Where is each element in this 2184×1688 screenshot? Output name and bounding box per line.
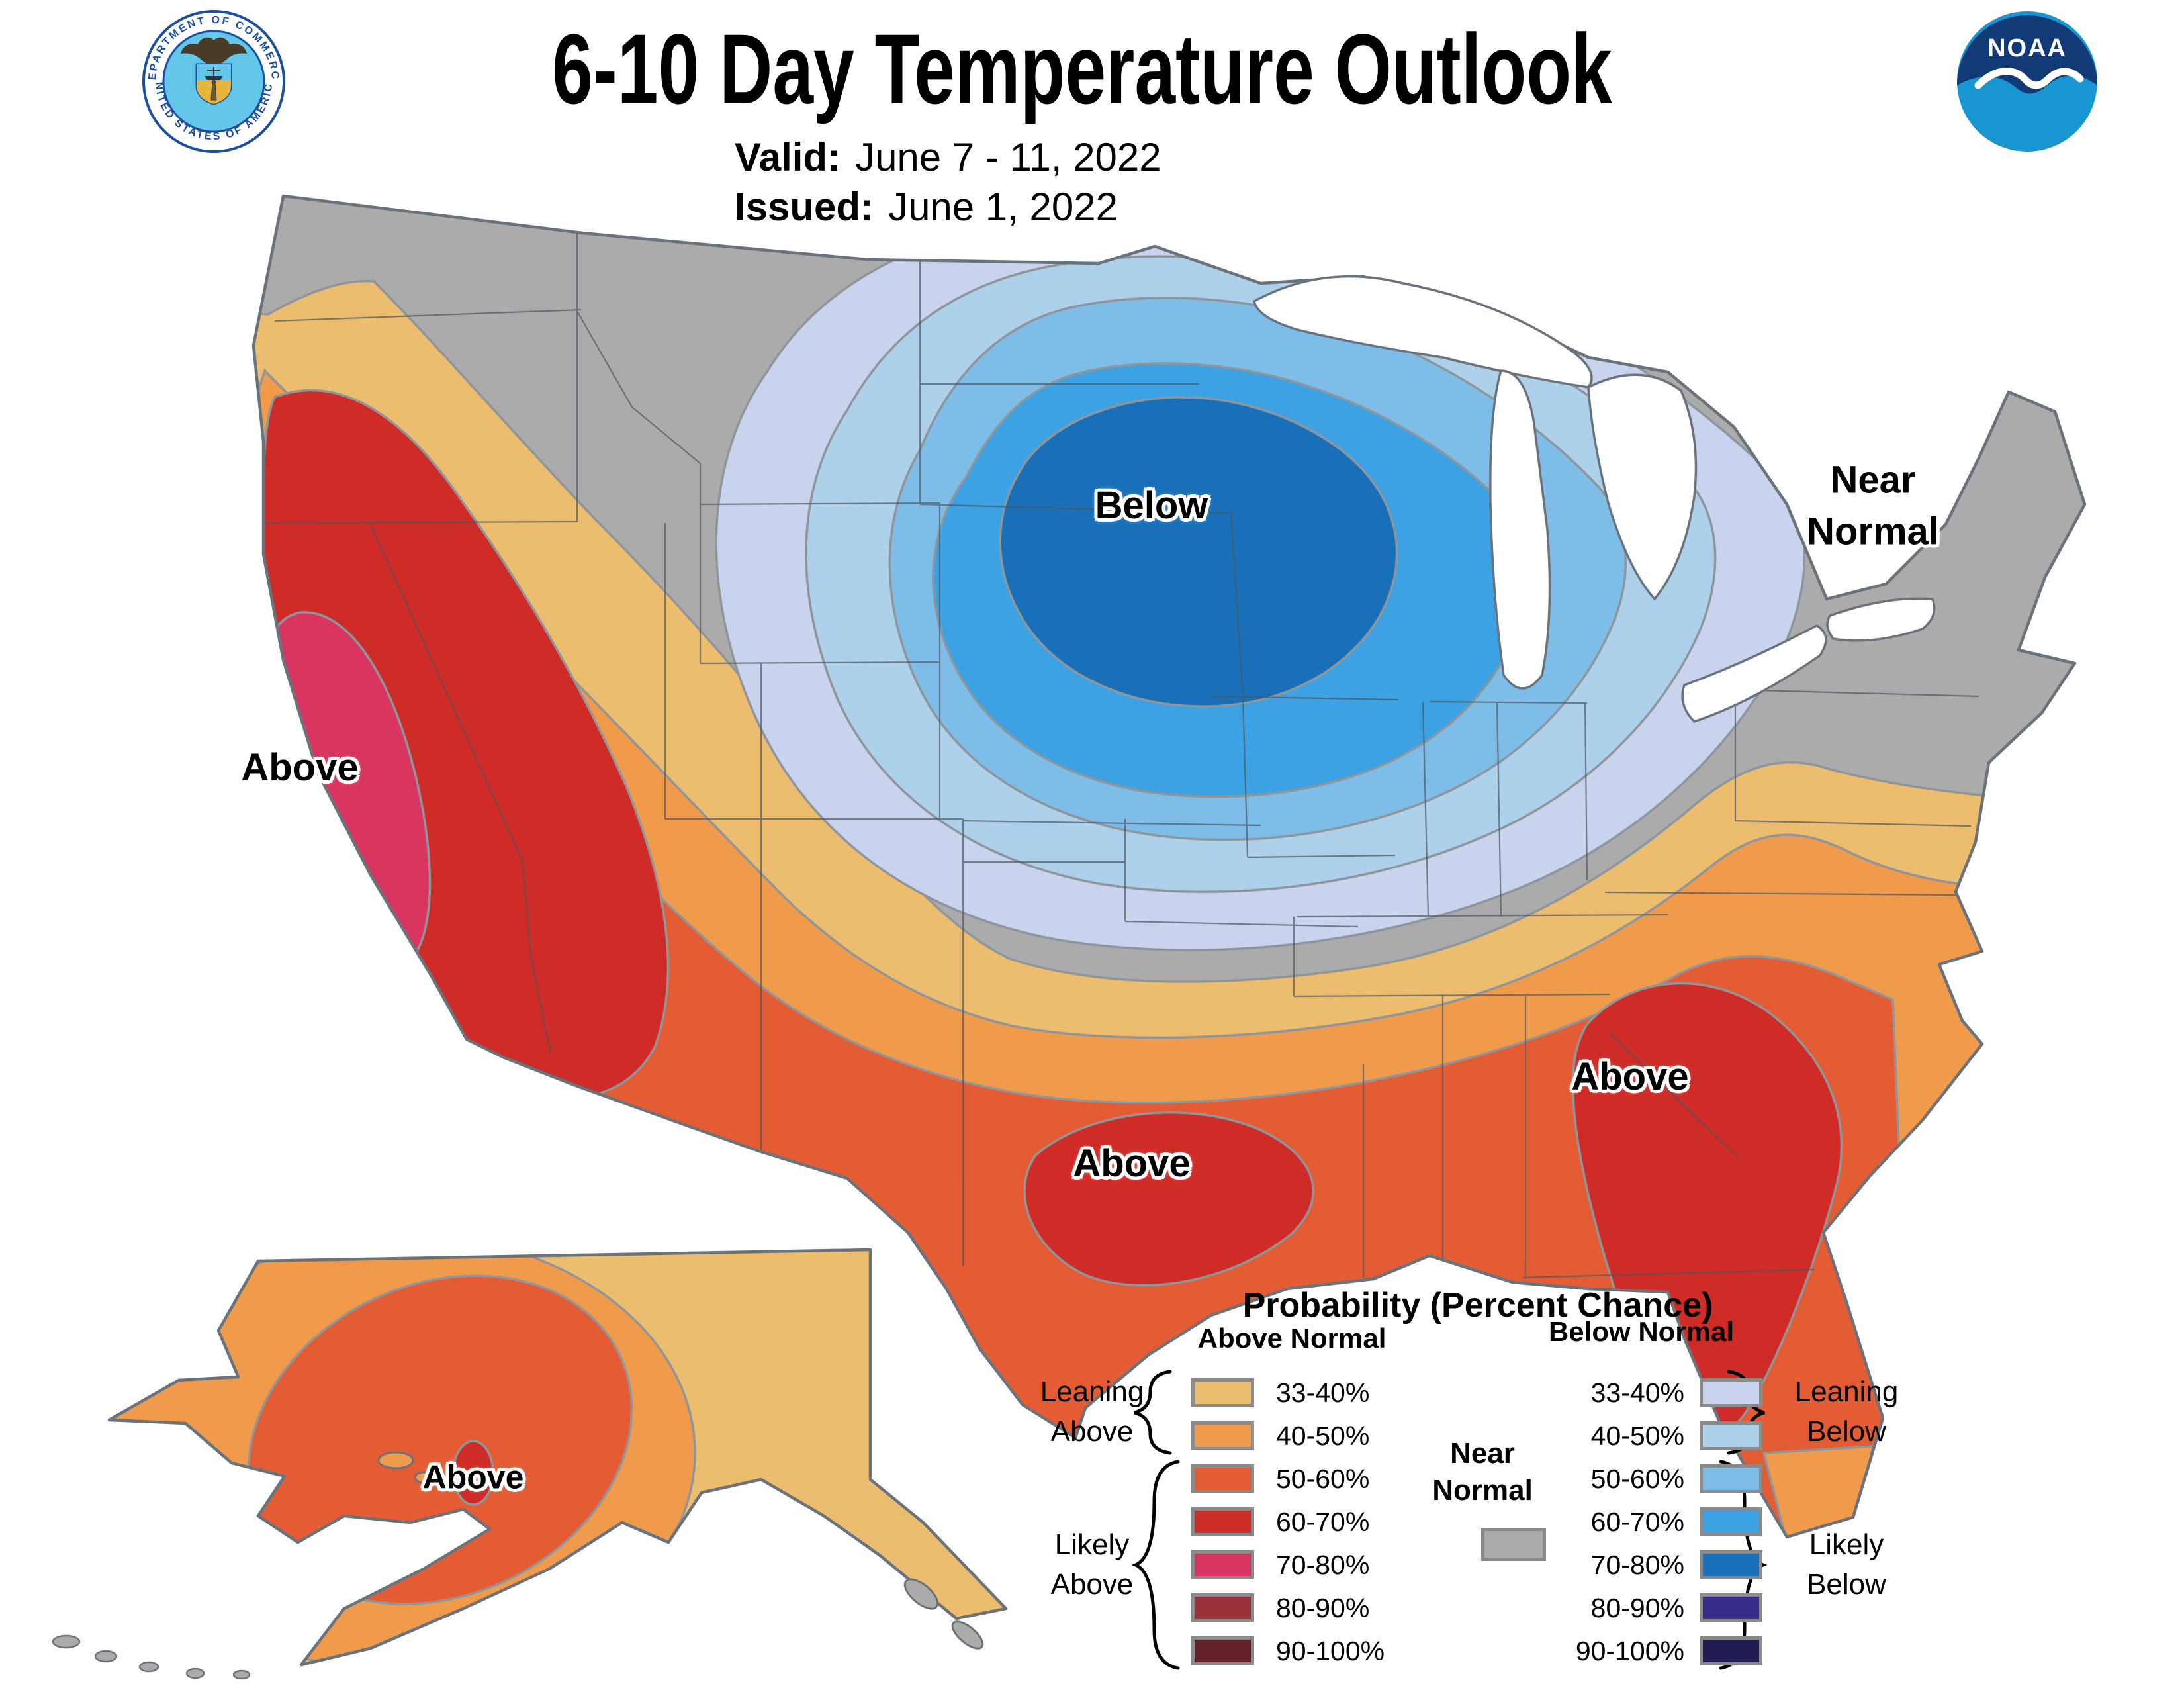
likely-below-label: Likely Below xyxy=(1807,1525,1886,1605)
above-label-50-60: 50-60% xyxy=(1276,1464,1370,1494)
above-label-80-90: 80-90% xyxy=(1276,1593,1370,1623)
lake-superior xyxy=(1253,275,1593,389)
legend-near-normal-label: Near Normal xyxy=(1432,1435,1533,1509)
below-swatch-50-60 xyxy=(1700,1464,1762,1493)
legend-heading: Probability (Percent Chance) xyxy=(1242,1286,1713,1325)
near-normal-legend-line2: Normal xyxy=(1432,1474,1533,1507)
issued-value: June 1, 2022 xyxy=(888,185,1118,229)
alaska-map xyxy=(52,1248,1008,1680)
map-label-above-west: Above xyxy=(241,745,359,789)
issued-date-row: Issued: June 1, 2022 xyxy=(735,184,1118,230)
great-lakes xyxy=(1253,275,1936,724)
above-swatch-60-70 xyxy=(1191,1507,1254,1536)
likely-above-line1: Likely xyxy=(1054,1528,1130,1561)
map-label-near-normal-northeast: Near Normal xyxy=(1807,455,1939,559)
above-swatch-70-80 xyxy=(1191,1550,1254,1579)
likely-above-label: Likely Above xyxy=(1051,1525,1134,1605)
map-label-below-midwest: Below xyxy=(1095,483,1208,527)
below-label-40-50: 40-50% xyxy=(1590,1421,1684,1451)
above-label-40-50: 40-50% xyxy=(1276,1421,1370,1451)
near-normal-line2: Normal xyxy=(1807,510,1939,553)
alaska-islands xyxy=(52,1451,984,1680)
above-label-90-100: 90-100% xyxy=(1276,1636,1385,1666)
above-swatch-40-50 xyxy=(1191,1421,1254,1450)
alaska-above-60-70-spot xyxy=(452,1440,494,1506)
leaning-above-line1: Leaning xyxy=(1040,1376,1144,1408)
issued-label: Issued: xyxy=(735,185,874,229)
lighthouse-icon xyxy=(210,77,217,101)
near-normal-swatch xyxy=(1481,1528,1546,1561)
below-label-90-100: 90-100% xyxy=(1575,1636,1684,1666)
above-label-60-70: 60-70% xyxy=(1276,1507,1370,1537)
below-swatch-60-70 xyxy=(1700,1507,1762,1536)
below-swatch-33-40 xyxy=(1700,1378,1762,1407)
commerce-seal-logo: DEPARTMENT OF COMMERCE UNITED STATES OF … xyxy=(142,10,285,153)
conus-outline xyxy=(251,194,2087,1539)
ship-icon xyxy=(205,67,223,80)
lake-erie xyxy=(1681,624,1827,724)
above-60-70-texas-region xyxy=(1023,1111,1315,1287)
map-label-above-texas: Above xyxy=(1073,1141,1191,1185)
likely-above-line2: Above xyxy=(1050,1568,1134,1601)
likely-below-line2: Below xyxy=(1807,1568,1886,1601)
above-swatch-50-60 xyxy=(1191,1464,1254,1493)
lake-ontario xyxy=(1826,597,1936,642)
likely-above-brace xyxy=(1131,1460,1180,1670)
above-swatch-90-100 xyxy=(1191,1636,1254,1665)
valid-value: June 7 - 11, 2022 xyxy=(855,135,1161,179)
below-label-50-60: 50-60% xyxy=(1590,1464,1684,1494)
leaning-above-line2: Above xyxy=(1050,1415,1134,1448)
below-70-80-region xyxy=(999,396,1398,708)
below-label-70-80: 70-80% xyxy=(1590,1550,1684,1580)
below-label-60-70: 60-70% xyxy=(1590,1507,1684,1537)
below-swatch-90-100 xyxy=(1700,1636,1762,1665)
legend-above-normal-header: Above Normal xyxy=(1197,1323,1387,1354)
state-boundaries xyxy=(259,233,1979,1279)
below-swatch-70-80 xyxy=(1700,1550,1762,1579)
leaning-above-label: Leaning Above xyxy=(1040,1372,1144,1452)
below-swatch-80-90 xyxy=(1700,1593,1762,1622)
below-label-33-40: 33-40% xyxy=(1590,1378,1684,1408)
below-swatch-40-50 xyxy=(1700,1421,1762,1450)
leaning-below-line1: Leaning xyxy=(1794,1376,1899,1408)
above-swatch-33-40 xyxy=(1191,1378,1254,1407)
valid-label: Valid: xyxy=(735,135,841,179)
legend-below-normal-header: Below Normal xyxy=(1548,1316,1735,1347)
valid-date-row: Valid: June 7 - 11, 2022 xyxy=(735,134,1161,180)
above-label-70-80: 70-80% xyxy=(1276,1550,1370,1580)
near-normal-legend-line1: Near xyxy=(1450,1437,1515,1470)
page-title: 6-10 Day Temperature Outlook xyxy=(552,13,1612,124)
map-label-above-alaska: Above xyxy=(422,1458,524,1496)
below-normal-contours xyxy=(715,209,1805,951)
eagle-icon xyxy=(181,37,247,67)
map-label-above-southeast: Above xyxy=(1571,1055,1689,1098)
lake-huron xyxy=(1587,373,1698,601)
near-normal-line1: Near xyxy=(1830,458,1916,502)
noaa-logo: NOAA xyxy=(1957,11,2097,152)
noaa-logo-text: NOAA xyxy=(1987,34,2067,62)
leaning-below-line2: Below xyxy=(1807,1415,1886,1448)
alaska-outline xyxy=(107,1248,1008,1667)
lake-michigan xyxy=(1489,369,1551,690)
above-label-33-40: 33-40% xyxy=(1276,1378,1370,1408)
above-swatch-80-90 xyxy=(1191,1593,1254,1622)
leaning-below-label: Leaning Below xyxy=(1795,1372,1899,1452)
likely-below-line1: Likely xyxy=(1809,1528,1884,1561)
below-label-80-90: 80-90% xyxy=(1590,1593,1684,1623)
leaning-above-brace xyxy=(1134,1370,1172,1455)
seagull-icon xyxy=(1974,68,2084,89)
